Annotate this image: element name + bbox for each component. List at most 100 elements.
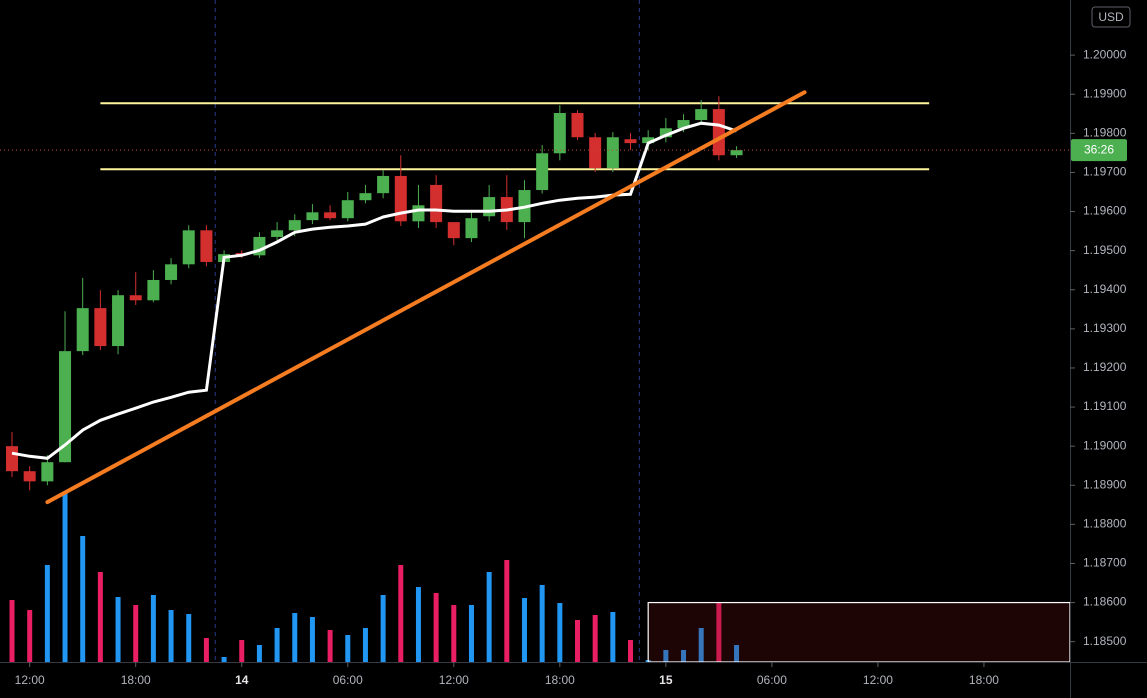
y-tick-label: 1.19600: [1083, 204, 1127, 218]
volume-bar: [468, 605, 474, 662]
candle-body: [394, 175, 407, 222]
candle-body: [483, 197, 496, 217]
volume-bar: [610, 612, 616, 662]
currency-label: USD: [1098, 10, 1124, 24]
y-tick-label: 1.19100: [1083, 399, 1127, 413]
candle-body: [465, 218, 478, 239]
volume-bar: [133, 605, 139, 662]
candle-body: [659, 128, 672, 138]
volume-bar: [734, 645, 740, 662]
candle-body: [94, 308, 107, 347]
y-tick-label: 1.19000: [1083, 438, 1127, 452]
volume-bar: [274, 628, 280, 662]
candle-body: [359, 193, 372, 201]
volume-bar: [168, 610, 174, 662]
x-tick-label: 12:00: [15, 673, 45, 687]
candle-body: [589, 137, 602, 169]
y-tick-label: 1.20000: [1083, 47, 1127, 61]
volume-bar: [415, 587, 421, 662]
volume-bar: [504, 560, 510, 662]
volume-bar: [97, 572, 103, 662]
candle-body: [165, 264, 178, 280]
volume-bar: [451, 605, 457, 662]
candle-body: [288, 220, 301, 231]
x-tick-label: 14: [235, 673, 249, 687]
volume-bar: [309, 617, 315, 662]
candle-body: [571, 113, 584, 138]
candle-body: [447, 222, 460, 239]
trend-line: [45, 90, 807, 505]
candle-body: [606, 137, 619, 169]
x-tick-label: 12:00: [863, 673, 893, 687]
currency-badge[interactable]: [1091, 6, 1131, 28]
x-tick-label: 18:00: [969, 673, 999, 687]
candle-body: [536, 153, 549, 191]
volume-bar: [292, 613, 298, 662]
volume-bar: [698, 628, 704, 662]
volume-bar: [239, 640, 245, 662]
candle-body: [306, 212, 319, 221]
x-tick-label: 12:00: [439, 673, 469, 687]
volume-bar: [327, 630, 333, 662]
volume-bar: [9, 600, 15, 662]
candle-body: [730, 150, 743, 156]
volume-bar: [203, 638, 209, 662]
volume-bar: [186, 614, 192, 662]
y-tick-label: 1.18900: [1083, 477, 1127, 491]
volume-bar: [345, 635, 351, 662]
candle-body: [182, 230, 195, 265]
candle-body: [412, 205, 425, 222]
x-tick-label: 18:00: [121, 673, 151, 687]
candle-body: [271, 230, 284, 237]
volume-bar: [44, 565, 50, 662]
volume-bar: [398, 565, 404, 662]
volume-bar: [115, 597, 121, 662]
candle-body: [341, 200, 354, 219]
volume-bar: [486, 572, 492, 662]
y-tick-label: 1.19300: [1083, 321, 1127, 335]
candle-body: [200, 230, 213, 262]
volume-bar: [628, 640, 634, 662]
volume-bar: [362, 628, 368, 662]
volume-bar: [592, 615, 598, 662]
candle-body: [147, 279, 160, 301]
candle-body: [23, 471, 36, 482]
candle-body: [41, 462, 54, 482]
candle-body: [112, 295, 125, 347]
candle-body: [129, 295, 142, 301]
volume-bar: [716, 602, 722, 662]
volume-bar: [62, 493, 68, 662]
candle-body: [642, 137, 655, 144]
candle-body: [677, 120, 690, 129]
volume-bar: [433, 593, 439, 662]
y-tick-label: 1.19400: [1083, 282, 1127, 296]
candle-body: [377, 175, 390, 194]
volume-bar: [663, 650, 669, 662]
candle-body: [430, 184, 443, 223]
volume-bar: [681, 650, 687, 662]
volume-bar: [380, 595, 386, 662]
x-tick-label: 06:00: [757, 673, 787, 687]
y-tick-label: 1.19900: [1083, 86, 1127, 100]
volume-bar: [539, 585, 545, 662]
y-tick-label: 1.18600: [1083, 595, 1127, 609]
volume-bar: [521, 598, 527, 662]
volume-bar: [150, 595, 156, 662]
countdown-label: 36:26: [1084, 142, 1114, 156]
y-tick-label: 1.19200: [1083, 360, 1127, 374]
candle-body: [6, 446, 19, 472]
volume-bar: [221, 657, 227, 662]
x-tick-label: 06:00: [333, 673, 363, 687]
drawing-rectangle: [647, 601, 1071, 663]
candle-body: [324, 212, 337, 219]
candle-body: [59, 351, 72, 463]
candle-body: [553, 113, 566, 154]
candle-body: [695, 109, 708, 121]
candle-body: [712, 109, 725, 156]
x-tick-label: 18:00: [545, 673, 575, 687]
volume-bar: [557, 603, 563, 662]
y-tick-label: 1.18500: [1083, 634, 1127, 648]
y-tick-label: 1.19500: [1083, 243, 1127, 257]
